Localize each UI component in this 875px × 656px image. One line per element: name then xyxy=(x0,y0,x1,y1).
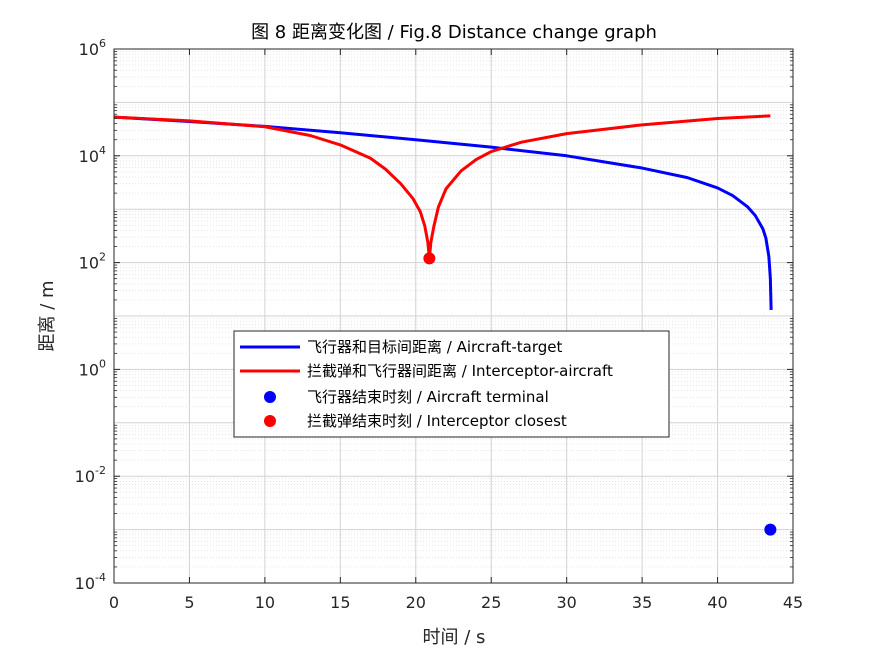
legend-label: 飞行器和目标间距离 / Aircraft-target xyxy=(307,338,563,356)
y-axis-label: 距离 / m xyxy=(37,280,58,351)
x-tick-label: 10 xyxy=(255,593,275,612)
y-tick-label: 106 xyxy=(79,37,106,59)
legend-label: 拦截弹和飞行器间距离 / Interceptor-aircraft xyxy=(307,362,613,380)
x-tick-label: 20 xyxy=(406,593,426,612)
x-tick-label: 40 xyxy=(707,593,727,612)
y-tick-labels: 10-4 10-2 100 102 104 106 xyxy=(75,37,106,593)
series-line-1 xyxy=(113,115,773,310)
legend-swatch-marker xyxy=(264,391,276,403)
y-tick-label: 104 xyxy=(79,144,106,166)
chart-title: 图 8 距离变化图 / Fig.8 Distance change graph xyxy=(251,22,657,43)
x-tick-label: 0 xyxy=(109,593,119,612)
x-tick-label: 45 xyxy=(783,593,803,612)
x-tick-label: 5 xyxy=(184,593,194,612)
legend-label: 拦截弹结束时刻 / Interceptor closest xyxy=(307,412,567,430)
y-tick-label: 102 xyxy=(79,251,106,273)
y-tick-label: 100 xyxy=(79,357,106,379)
legend-box xyxy=(233,330,670,438)
series-marker-3 xyxy=(764,523,777,536)
x-tick-label: 35 xyxy=(632,593,652,612)
legend: 飞行器和目标间距离 / Aircraft-target 拦截弹和飞行器间距离 / … xyxy=(233,330,670,438)
legend-label: 飞行器结束时刻 / Aircraft terminal xyxy=(307,388,549,406)
x-tick-labels: 0 5 10 15 20 25 30 35 40 45 xyxy=(109,593,803,612)
plot-frame xyxy=(113,48,794,584)
series-layer xyxy=(113,114,777,536)
legend-swatch-marker xyxy=(264,415,276,427)
x-tick-label: 25 xyxy=(481,593,501,612)
x-tick-label: 15 xyxy=(330,593,350,612)
x-axis-label: 时间 / s xyxy=(423,627,486,648)
y-tick-label: 10-4 xyxy=(75,571,106,593)
axis-ticks xyxy=(113,48,794,584)
y-tick-label: 10-2 xyxy=(75,464,106,486)
x-tick-label: 30 xyxy=(556,593,576,612)
series-marker-4 xyxy=(423,252,436,265)
